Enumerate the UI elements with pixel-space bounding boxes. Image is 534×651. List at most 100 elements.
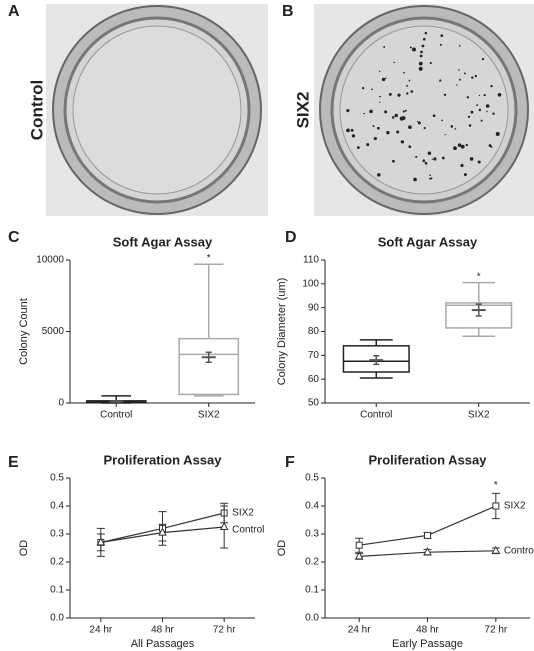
colony-speck [471,76,474,79]
box-plot [178,263,240,397]
colony-speck [490,146,493,148]
colony-speck [424,161,428,165]
y-tick-label: 0.3 [305,529,319,540]
colony-speck [463,173,467,177]
mean-error [113,399,120,404]
x-axis-label: Early Passage [392,638,463,650]
colony-speck [403,71,405,74]
marker [423,547,432,556]
y-axis-label: OD [18,540,30,557]
y-tick-label: 50 [308,398,320,409]
chart-title: Soft Agar Assay [378,234,478,249]
marker [219,521,229,530]
y-tick-label: 0.5 [50,473,64,484]
x-tick-label: Control [360,410,392,421]
colony-speck [371,88,373,91]
chart-title: Soft Agar Assay [113,234,213,249]
colony-speck [369,109,373,114]
colony-speck [420,50,423,54]
colony-speck [428,177,431,180]
colony-speck [377,126,380,130]
colony-speck [424,31,428,35]
marker [491,545,501,554]
y-tick-label: 0.3 [50,529,64,540]
colony-speck [346,128,350,133]
colony-speck [440,34,444,37]
x-tick-label: 24 hr [348,625,371,636]
colony-speck [408,79,411,82]
colony-speck [480,119,483,122]
colony-speck [409,46,412,49]
mean-error [205,351,212,363]
panel-letter: D [285,229,297,246]
y-tick-label: 0.0 [50,613,64,624]
colony-speck [423,126,426,130]
colony-speck [410,90,414,93]
colony-speck [456,84,458,86]
colony-speck [363,112,365,115]
colony-speck [464,72,466,75]
chart-title: Proliferation Assay [103,452,222,467]
colony-speck [383,46,386,48]
x-tick-label: SIX2 [468,410,490,421]
colony-speck [377,173,381,177]
colony-speck [406,92,409,95]
colony-speck [386,130,390,135]
colony-speck [406,84,408,87]
legend-label: Control [504,545,534,556]
panel-letter: E [8,454,19,471]
colony-speck [379,70,381,72]
colony-speck [351,134,356,138]
colony-speck [453,146,457,151]
mean-error [475,303,482,317]
colony-speck [412,47,416,52]
annotation: * [494,480,498,491]
colony-speck [346,109,350,113]
colony-speck [397,93,401,97]
colony-speck [366,143,370,147]
colony-speck [460,163,464,168]
colony-speck [429,61,432,65]
colony-speck [492,112,495,115]
colony-speck [488,144,492,147]
y-tick-label: 100 [302,278,319,289]
y-tick-label: 0.1 [305,585,319,596]
colony-speck [419,54,423,58]
colony-speck [470,110,474,114]
box [178,337,240,396]
colony-speck [372,125,375,128]
colony-speck [481,58,485,61]
colony-speck [394,113,398,118]
y-tick-label: 110 [303,255,319,266]
legend-label: SIX2 [504,501,526,512]
box-plot [445,281,513,338]
colony-speck [421,44,425,48]
panel-letter: A [8,3,20,20]
colony-speck [392,159,395,163]
panel-letter: B [282,3,294,20]
x-tick-label: 24 hr [89,625,112,636]
y-axis-label: Colony Diameter (um) [276,278,288,386]
dish-agar [72,25,242,195]
colony-speck [416,120,419,123]
colony-speck [415,155,418,158]
y-tick-label: 10000 [36,255,64,266]
y-tick-label: 0 [58,398,64,409]
colony-speck [385,77,387,80]
marker [424,531,431,539]
series [354,545,501,560]
colony-speck [467,115,471,118]
chart-title: Proliferation Assay [368,452,487,467]
colony-speck [458,69,460,71]
mean-error [373,355,380,366]
y-tick-label: 0.0 [305,613,319,624]
colony-speck [433,157,437,161]
legend-label: SIX2 [232,508,254,519]
colony-speck [454,128,457,130]
y-tick-label: 0.2 [305,557,319,568]
marker [354,551,364,560]
colony-speck [350,128,354,132]
colony-speck [431,158,434,160]
y-tick-label: 0.1 [50,585,64,596]
